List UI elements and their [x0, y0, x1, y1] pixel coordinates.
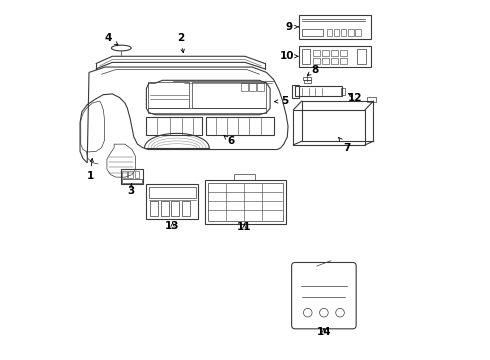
Bar — [303, 77, 311, 80]
Text: 6: 6 — [224, 136, 234, 146]
Text: 7: 7 — [339, 138, 351, 153]
Text: 12: 12 — [347, 93, 362, 103]
Bar — [299, 15, 370, 39]
Bar — [147, 184, 198, 220]
Text: 10: 10 — [280, 51, 298, 61]
Bar — [299, 45, 370, 67]
Bar — [161, 201, 169, 216]
Bar — [341, 29, 346, 36]
Bar — [341, 88, 344, 95]
Bar — [304, 80, 311, 83]
Bar — [242, 83, 248, 91]
Bar — [249, 83, 256, 91]
Bar — [331, 50, 338, 56]
Bar — [357, 49, 366, 64]
Bar — [302, 49, 310, 64]
Bar — [334, 29, 339, 36]
Bar — [257, 83, 264, 91]
Bar — [340, 50, 347, 56]
Bar — [331, 58, 338, 64]
Bar — [348, 29, 354, 36]
Text: 1: 1 — [86, 159, 94, 181]
Text: 8: 8 — [307, 64, 318, 76]
Bar — [234, 174, 255, 180]
Bar — [182, 201, 190, 216]
Bar — [128, 171, 133, 178]
Bar — [322, 50, 329, 56]
Bar — [313, 58, 320, 64]
Bar — [294, 110, 365, 145]
Bar — [313, 50, 320, 56]
Bar — [205, 117, 274, 135]
Bar — [148, 82, 190, 108]
Bar — [302, 29, 323, 36]
Bar — [205, 180, 286, 224]
Text: 11: 11 — [237, 222, 251, 231]
Bar — [122, 171, 126, 178]
Bar — [208, 183, 283, 221]
Bar — [150, 201, 158, 216]
Bar — [367, 97, 376, 102]
Text: 5: 5 — [274, 96, 288, 106]
Bar — [148, 108, 266, 113]
Bar — [147, 117, 202, 135]
Bar — [293, 85, 299, 98]
Bar — [327, 29, 332, 36]
Bar — [355, 29, 361, 36]
Text: 2: 2 — [177, 33, 184, 53]
Bar — [122, 169, 143, 184]
Bar — [172, 201, 179, 216]
Bar — [122, 179, 142, 183]
Text: 3: 3 — [128, 184, 135, 197]
Text: 14: 14 — [317, 327, 331, 337]
Bar — [322, 58, 329, 64]
Bar — [340, 58, 347, 64]
Bar — [192, 82, 266, 108]
Text: 9: 9 — [286, 22, 298, 32]
Bar — [149, 187, 196, 198]
Text: 13: 13 — [165, 221, 180, 231]
Bar — [135, 171, 139, 178]
Text: 4: 4 — [104, 33, 118, 45]
Bar — [295, 86, 342, 96]
